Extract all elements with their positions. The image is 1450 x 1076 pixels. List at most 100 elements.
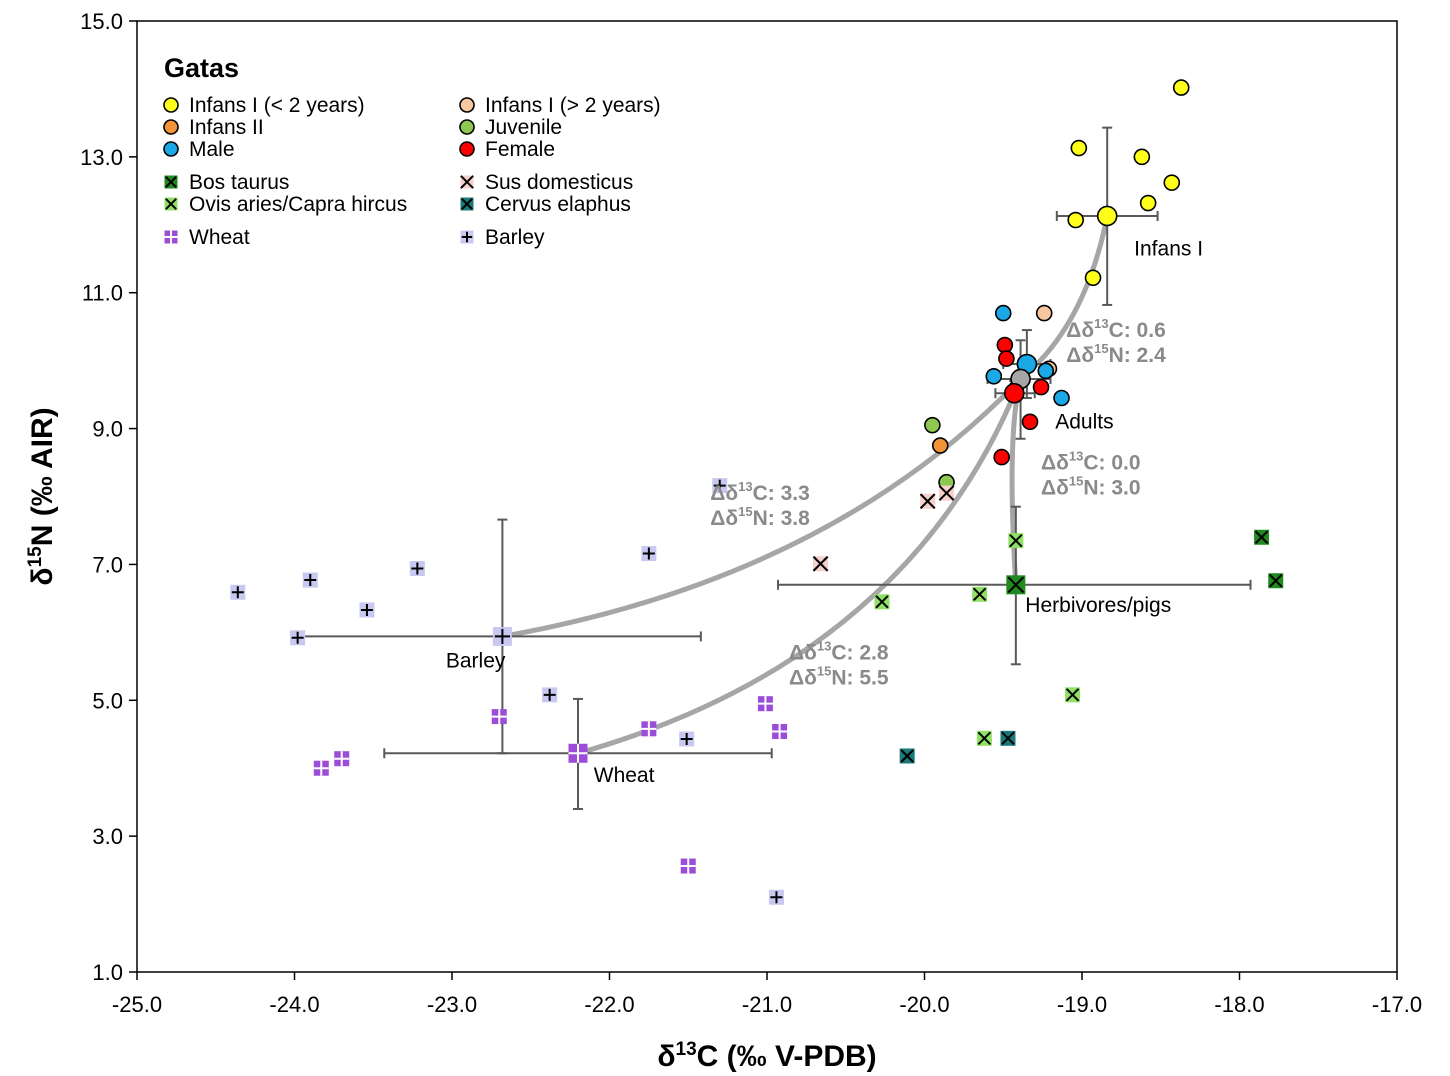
legend-label-7: Sus domesticus	[485, 171, 633, 194]
point-4-0	[994, 304, 1012, 322]
delta-c-d3: Δδ13C: 3.3	[710, 479, 810, 505]
chart-labels: Infans I Adults Herbivores/pigs Barley Wheat…	[446, 237, 1203, 786]
point-10-0	[491, 709, 507, 725]
legend-marker-3	[459, 119, 475, 135]
point-0-0	[1172, 79, 1190, 96]
legend-marker-4	[163, 141, 179, 157]
legend-marker-0	[163, 97, 179, 113]
legend-marker-11	[460, 230, 474, 244]
point-11-2	[359, 602, 375, 618]
point-0-3	[1163, 174, 1181, 191]
legend-title: Gatas	[164, 53, 239, 83]
point-11-4	[290, 630, 306, 646]
group-mean-4	[1006, 575, 1026, 595]
point-4-4	[1037, 362, 1055, 380]
delta-c-d4: Δδ13C: 2.8	[789, 639, 889, 665]
delta-c-d2: Δδ13C: 0.0	[1041, 448, 1141, 474]
legend-marker-5	[459, 141, 475, 157]
point-6-0	[1254, 529, 1270, 545]
legend-label-4: Male	[189, 138, 235, 161]
point-9-0	[899, 748, 915, 764]
x-tick-label-7: -18.0	[1214, 992, 1264, 1017]
legend-label-3: Juvenile	[485, 116, 562, 139]
group-mean-6	[568, 743, 588, 763]
y-tick-label-6: 13.0	[80, 145, 123, 170]
data-points	[230, 79, 1284, 905]
x-tick-label-8: -17.0	[1372, 992, 1422, 1017]
mixing-curve-0	[499, 376, 1024, 639]
point-11-1	[302, 572, 318, 588]
point-10-5	[772, 724, 788, 740]
legend-item-1: Infans I (> 2 years)	[459, 94, 661, 117]
point-11-3	[409, 561, 425, 577]
point-8-4	[1065, 687, 1081, 703]
point-11-0	[230, 584, 246, 600]
y-tick-label-1: 3.0	[92, 824, 123, 849]
point-8-1	[874, 594, 890, 610]
y-axis-title: δ15N (‰ AIR)	[25, 407, 59, 585]
y-tick-label-2: 5.0	[92, 688, 123, 713]
legend-item-6: Bos taurus	[164, 171, 289, 194]
point-0-5	[1067, 211, 1084, 229]
point-11-8	[712, 478, 728, 494]
y-tick-label-0: 1.0	[92, 960, 123, 985]
point-10-6	[680, 858, 696, 874]
legend-label-5: Female	[485, 138, 555, 161]
point-5-0	[996, 336, 1014, 354]
point-0-4	[1139, 194, 1157, 212]
point-5-1	[998, 350, 1015, 367]
legend-marker-1	[459, 97, 475, 113]
point-9-1	[1000, 730, 1016, 746]
point-7-2	[938, 485, 955, 501]
legend-marker-9	[460, 197, 474, 211]
legend: Gatas Infans I (< 2 years) Infans I (> 2 y…	[163, 53, 661, 249]
legend-item-9: Cervus elaphus	[460, 193, 631, 216]
legend-label-8: Ovis aries/Capra hircus	[189, 193, 407, 216]
point-0-6	[1084, 269, 1102, 287]
y-tick-label-4: 9.0	[92, 417, 123, 442]
mixing-curve-1	[575, 376, 1024, 756]
point-6-1	[1268, 573, 1284, 589]
point-10-2	[334, 751, 350, 767]
point-11-9	[768, 889, 784, 905]
y-tick-label-3: 7.0	[92, 552, 123, 577]
point-5-4	[993, 448, 1010, 466]
x-axis-title: δ13C (‰ V-PDB)	[657, 1039, 876, 1073]
legend-item-0: Infans I (< 2 years)	[163, 94, 365, 117]
group-means	[492, 205, 1118, 763]
legend-label-10: Wheat	[189, 226, 250, 249]
legend-label-9: Cervus elaphus	[485, 193, 631, 216]
point-11-5	[542, 687, 558, 703]
x-tick-label-2: -23.0	[427, 992, 477, 1017]
group-mean-5	[492, 626, 512, 646]
point-8-3	[976, 730, 992, 746]
delta-n-d1: Δδ15N: 2.4	[1066, 341, 1166, 367]
axes: -25.0 -24.0 -23.0 -22.0 -21.0 -20.0 -19.0 -18.0…	[25, 9, 1422, 1073]
x-tick-label-1: -24.0	[269, 992, 319, 1017]
point-11-6	[679, 731, 695, 747]
legend-item-11: Barley	[460, 226, 545, 249]
x-tick-label-3: -22.0	[584, 992, 634, 1017]
legend-label-2: Infans II	[189, 116, 264, 139]
point-8-0	[1008, 533, 1024, 549]
legend-marker-8	[164, 197, 178, 211]
point-5-2	[1032, 378, 1050, 396]
legend-item-4: Male	[163, 138, 235, 161]
legend-item-10: Wheat	[164, 226, 250, 249]
x-tick-label-4: -21.0	[742, 992, 792, 1017]
legend-item-8: Ovis aries/Capra hircus	[164, 193, 407, 216]
label-herbivores: Herbivores/pigs	[1025, 594, 1171, 617]
point-10-4	[757, 696, 773, 712]
legend-marker-7	[460, 175, 474, 189]
point-4-3	[1053, 389, 1070, 407]
legend-label-0: Infans I (< 2 years)	[189, 94, 365, 117]
point-8-2	[972, 586, 988, 602]
label-barley: Barley	[446, 650, 506, 673]
point-5-3	[1021, 413, 1039, 431]
legend-label-11: Barley	[485, 226, 545, 249]
legend-item-3: Juvenile	[459, 116, 562, 139]
x-tick-label-5: -20.0	[899, 992, 949, 1017]
legend-label-6: Bos taurus	[189, 171, 289, 194]
